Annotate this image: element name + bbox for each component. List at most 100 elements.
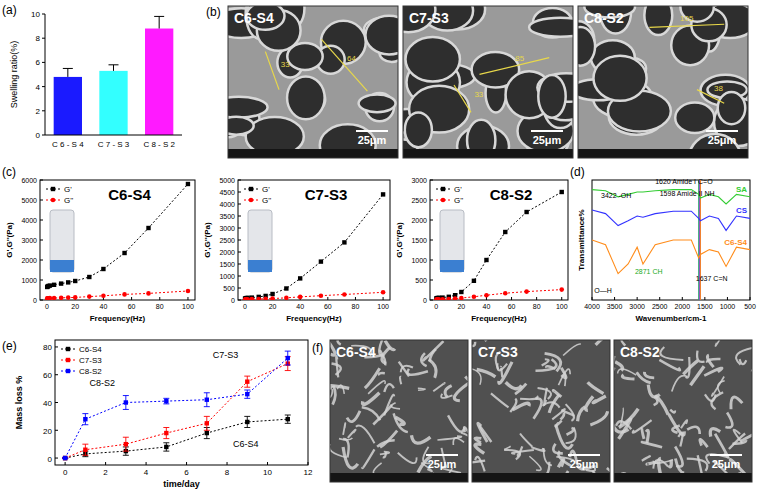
fiber: [454, 383, 468, 401]
data-point: [381, 290, 386, 295]
plot-frame: [55, 340, 308, 465]
fiber: [732, 440, 746, 444]
error-bar: [154, 16, 164, 28]
fiber: [384, 384, 394, 392]
fiber: [535, 359, 556, 371]
legend-marker: [66, 347, 70, 351]
y-axis-label: G',G''(Pa): [5, 222, 14, 258]
data-point: [256, 297, 261, 300]
fiber: [504, 450, 520, 460]
data-point: [342, 240, 346, 244]
data-point: [122, 292, 127, 297]
fiber: [408, 369, 428, 375]
panel-label: (e): [2, 339, 17, 353]
fiber: [556, 424, 573, 448]
x-tick: [614, 297, 615, 300]
x-axis-label: time/day: [163, 479, 200, 489]
x-tick: [511, 297, 512, 300]
fiber: [362, 449, 374, 468]
x-tick-label: 40: [296, 303, 304, 310]
vial-photo: [248, 210, 272, 272]
fiber: [618, 369, 637, 375]
panel-label: (c): [2, 165, 16, 179]
fiber: [642, 442, 662, 447]
info-bar: [472, 473, 610, 482]
fiber: [394, 413, 408, 432]
image-label: C6-S4: [234, 10, 274, 26]
error-bar: [285, 351, 291, 365]
plot-frame: [238, 180, 390, 300]
fiber: [672, 426, 679, 433]
data-point: [52, 283, 56, 287]
measure-label: 64: [347, 54, 356, 63]
x-tick: [592, 297, 593, 300]
y-tick-label: 5000: [219, 177, 235, 184]
legend-marker: [51, 187, 55, 191]
fiber: [461, 433, 468, 445]
fiber: [563, 373, 565, 386]
y-tick: [238, 300, 241, 301]
sem-image: C6-S425μm3364: [210, 0, 412, 172]
legend-label: G': [262, 185, 270, 194]
fiber: [399, 362, 409, 377]
fiber: [398, 453, 417, 463]
y-tick-label: 8: [36, 34, 41, 43]
y-tick-label: 4000: [21, 217, 37, 224]
fiber: [681, 420, 687, 428]
y-tick-label: 0: [36, 131, 41, 140]
error-bar: [82, 444, 88, 455]
sem-texture: [403, 6, 573, 158]
y-tick: [40, 220, 43, 221]
error-bar: [204, 393, 210, 407]
data-point: [63, 456, 67, 460]
fiber: [515, 384, 526, 394]
fiber: [715, 434, 728, 457]
info-bar: [228, 149, 398, 158]
legend-label: C6-S4: [79, 345, 102, 354]
y-tick: [238, 264, 241, 265]
legend-marker: [66, 369, 70, 373]
fiber: [365, 368, 380, 388]
x-tick-label: 40: [100, 303, 108, 310]
data-area: [243, 192, 386, 300]
fiber: [655, 396, 668, 415]
y-tick-label: 3000: [411, 177, 427, 184]
plot-frame: [40, 180, 195, 300]
data-point: [459, 290, 463, 294]
fiber: [445, 386, 452, 397]
sem-image: C7-S325μm: [457, 331, 621, 485]
fiber: [642, 456, 650, 461]
error-bar: [204, 416, 210, 430]
scale-bar: [706, 130, 738, 132]
data-point: [164, 431, 168, 435]
y-tick: [238, 252, 241, 253]
series-line: [592, 210, 750, 230]
x-tick-label: 80: [352, 303, 360, 310]
fiber: [418, 388, 425, 390]
data-point: [245, 392, 249, 396]
data-point: [164, 399, 168, 403]
info-bar: [403, 149, 573, 158]
y-tick: [42, 135, 45, 136]
x-tick-label: 100: [556, 303, 568, 310]
sem-image: C8-S225μm: [611, 325, 757, 489]
scale-bar: [426, 454, 458, 456]
data-point: [298, 276, 302, 280]
chart-title: C7-S3: [305, 186, 348, 203]
y-tick-label: 40: [43, 399, 52, 408]
y-tick: [238, 192, 241, 193]
x-tick-label: 20: [457, 303, 465, 310]
fiber: [347, 411, 360, 422]
data-point: [83, 448, 87, 452]
x-tick: [308, 462, 309, 465]
x-tick-label: 2: [103, 468, 108, 477]
legend-label: C8-S2: [79, 367, 102, 376]
fiber: [566, 404, 574, 421]
y-tick: [430, 240, 433, 241]
image-frame: [403, 6, 573, 158]
data-point: [48, 296, 53, 300]
data-point: [48, 283, 52, 287]
data-area: [434, 190, 564, 300]
x-tick-label: 20: [71, 303, 79, 310]
y-tick-label: 4: [36, 83, 41, 92]
